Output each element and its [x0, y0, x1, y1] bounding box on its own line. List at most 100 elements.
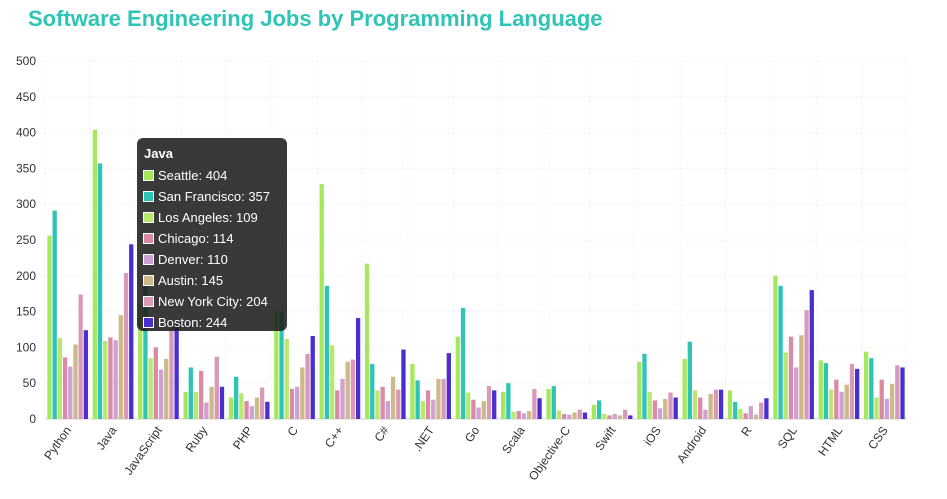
bar-c-los-angeles[interactable] [284, 338, 289, 419]
bar-java-san-francisco[interactable] [97, 163, 103, 419]
bar--net-denver[interactable] [431, 399, 436, 419]
bar-scala-new-york-city[interactable] [532, 388, 537, 419]
bar-go-denver[interactable] [476, 407, 481, 419]
bar-objective-c-boston[interactable] [582, 412, 588, 419]
bar-r-seattle[interactable] [727, 390, 733, 419]
bar-scala-denver[interactable] [521, 413, 527, 419]
bar-java-boston[interactable] [129, 244, 134, 419]
bar-ruby-new-york-city[interactable] [214, 356, 219, 419]
bar-android-seattle[interactable] [682, 358, 687, 419]
bar-c--new-york-city[interactable] [396, 389, 401, 419]
bar-sql-boston[interactable] [809, 290, 814, 419]
bar-ios-new-york-city[interactable] [668, 392, 673, 419]
bar-c--seattle[interactable] [319, 184, 324, 419]
bar--net-los-angeles[interactable] [420, 401, 425, 419]
bar-go-seattle[interactable] [455, 336, 460, 419]
bar-r-san-francisco[interactable] [733, 401, 738, 419]
bar-swift-denver[interactable] [612, 413, 617, 419]
bar-html-chicago[interactable] [834, 379, 839, 419]
bar-php-new-york-city[interactable] [260, 387, 265, 420]
bar-r-austin[interactable] [753, 414, 759, 419]
bar-ios-los-angeles[interactable] [647, 391, 652, 419]
bar-java-austin[interactable] [118, 315, 123, 419]
bar-android-boston[interactable] [718, 389, 724, 419]
bar-android-los-angeles[interactable] [692, 390, 698, 419]
bar-go-new-york-city[interactable] [486, 386, 492, 419]
bar-r-los-angeles[interactable] [738, 408, 743, 419]
bar-c--boston[interactable] [355, 318, 361, 419]
bar-ruby-austin[interactable] [209, 386, 214, 419]
bar-ios-boston[interactable] [673, 397, 678, 419]
bar-sql-los-angeles[interactable] [783, 352, 788, 419]
bar-go-chicago[interactable] [471, 399, 476, 419]
bar-c-chicago[interactable] [289, 388, 295, 419]
bar-javascript-san-francisco[interactable] [143, 282, 148, 419]
bar-css-new-york-city[interactable] [895, 365, 900, 419]
bar-css-chicago[interactable] [879, 379, 884, 419]
bar-objective-c-los-angeles[interactable] [556, 410, 562, 419]
bar--net-austin[interactable] [436, 378, 441, 419]
bar-r-denver[interactable] [748, 406, 753, 419]
bar-scala-san-francisco[interactable] [506, 383, 511, 419]
bar-c--new-york-city[interactable] [350, 359, 356, 419]
bar-android-austin[interactable] [708, 393, 713, 419]
bar-sql-san-francisco[interactable] [778, 285, 783, 419]
bar-css-seattle[interactable] [863, 351, 869, 419]
bar-go-boston[interactable] [492, 390, 497, 419]
bar-c--denver[interactable] [385, 401, 391, 419]
bar-python-seattle[interactable] [47, 235, 52, 419]
bar-c-austin[interactable] [300, 367, 305, 419]
bar-html-seattle[interactable] [818, 360, 823, 419]
bar-android-san-francisco[interactable] [687, 341, 692, 419]
bar-python-boston[interactable] [83, 330, 89, 419]
bar-sql-chicago[interactable] [788, 336, 794, 419]
bar-ios-san-francisco[interactable] [642, 353, 647, 419]
bar-html-boston[interactable] [855, 368, 860, 419]
bar-php-denver[interactable] [249, 406, 254, 419]
bar--net-san-francisco[interactable] [415, 380, 420, 419]
bar-c--boston[interactable] [401, 349, 406, 419]
bar-c-seattle[interactable] [274, 311, 279, 419]
bar-ruby-seattle[interactable] [183, 391, 188, 419]
bar-c--chicago[interactable] [380, 386, 385, 419]
bar-javascript-new-york-city[interactable] [169, 325, 174, 419]
bar-python-new-york-city[interactable] [78, 294, 83, 419]
bar-swift-san-francisco[interactable] [596, 400, 602, 419]
bar-sql-austin[interactable] [799, 335, 804, 419]
bar-go-san-francisco[interactable] [460, 308, 466, 419]
bar-go-austin[interactable] [481, 401, 486, 419]
bar-r-boston[interactable] [764, 398, 769, 419]
bar-java-seattle[interactable] [92, 129, 97, 420]
bar-ios-austin[interactable] [663, 398, 668, 419]
bar-scala-los-angeles[interactable] [511, 411, 516, 419]
bar-javascript-boston[interactable] [174, 323, 179, 419]
bar-ruby-denver[interactable] [204, 402, 209, 419]
bar-sql-new-york-city[interactable] [804, 310, 809, 419]
bar-swift-austin[interactable] [617, 415, 623, 419]
bar-php-austin[interactable] [254, 397, 260, 419]
bar-c--chicago[interactable] [335, 390, 340, 419]
bar-java-los-angeles[interactable] [103, 340, 108, 419]
bar-javascript-chicago[interactable] [153, 347, 158, 419]
bar-swift-boston[interactable] [628, 415, 633, 419]
bar-c--san-francisco[interactable] [370, 363, 375, 419]
bar-ios-denver[interactable] [657, 408, 663, 419]
bar-css-san-francisco[interactable] [869, 358, 874, 419]
bar-c-denver[interactable] [294, 386, 300, 419]
bar-scala-seattle[interactable] [501, 391, 506, 419]
bar-swift-los-angeles[interactable] [602, 413, 607, 419]
bar-html-san-francisco[interactable] [823, 363, 829, 419]
bar-c-new-york-city[interactable] [305, 353, 310, 419]
bar-objective-c-austin[interactable] [572, 412, 577, 419]
bar-swift-seattle[interactable] [591, 404, 597, 419]
bar-css-los-angeles[interactable] [874, 397, 879, 419]
bar-php-los-angeles[interactable] [239, 393, 244, 419]
bar-r-new-york-city[interactable] [759, 402, 764, 419]
bar-javascript-los-angeles[interactable] [148, 358, 153, 419]
bar-python-chicago[interactable] [62, 357, 68, 419]
bar-swift-chicago[interactable] [607, 415, 612, 419]
bar-c--los-angeles[interactable] [329, 345, 335, 419]
bar-php-seattle[interactable] [228, 397, 234, 419]
bar-css-austin[interactable] [889, 383, 895, 419]
bar-javascript-austin[interactable] [164, 358, 169, 419]
